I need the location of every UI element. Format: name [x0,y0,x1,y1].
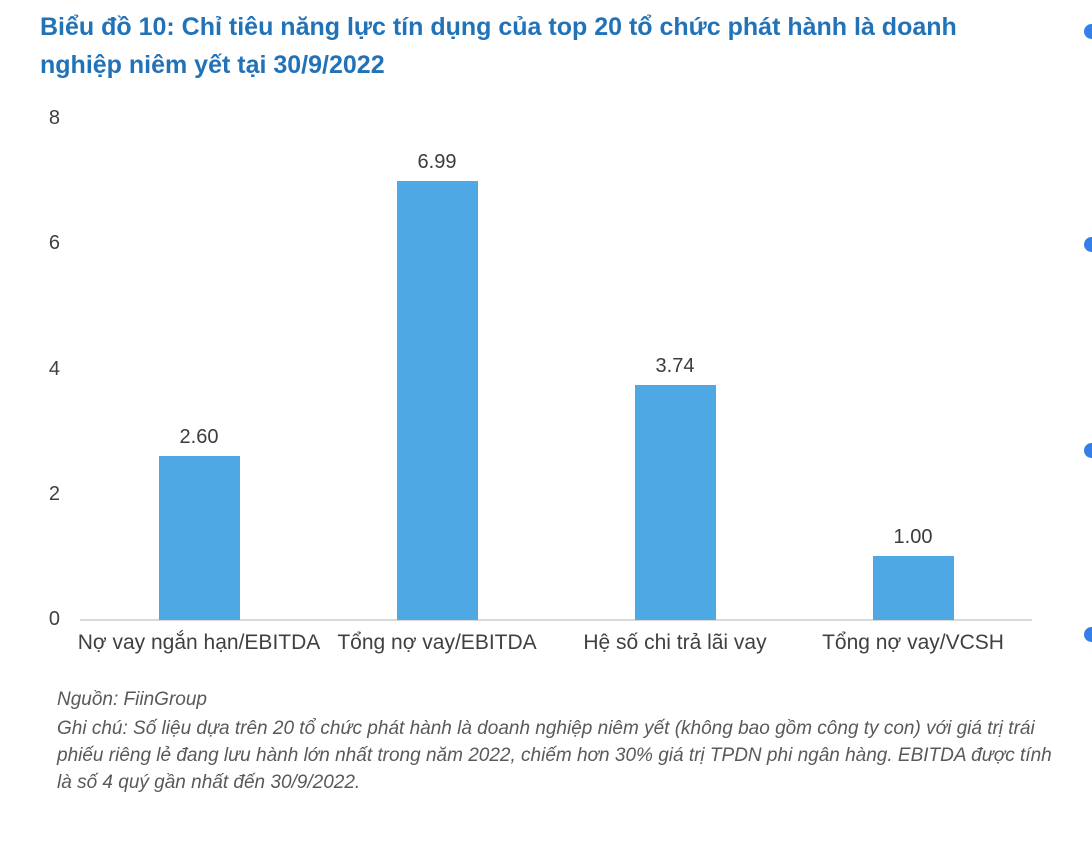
x-axis-label: Tổng nợ vay/VCSH [822,631,1004,654]
y-axis-tick-label: 8 [48,107,60,129]
bullet-dot-icon [1084,236,1092,252]
methodology-note: Ghi chú: Số liệu dựa trên 20 tổ chức phá… [57,718,1052,793]
y-axis-tick-label: 6 [48,232,60,255]
bar-2 [396,181,478,620]
y-axis-tick-label: 0 [48,608,60,630]
source-note: Nguồn: FiinGroup [57,689,207,710]
x-axis-label: Tổng nợ vay/EBITDA [337,631,537,654]
bar-value-label: 1.00 [893,526,933,549]
chart-footer: Nguồn: FiinGroup Ghi chú: Số liệu dựa tr… [57,686,1059,796]
bar-1 [158,456,240,620]
bullet-dot-icon [1084,442,1092,458]
x-axis-label: Hệ số chi trả lãi vay [583,631,767,654]
y-axis-tick-label: 2 [48,482,60,505]
chart-title-line-1: Biểu đồ 10: Chỉ tiêu năng lực tín dụng c… [40,13,957,41]
y-axis-tick-label: 4 [48,357,60,380]
x-axis-line [80,619,1032,621]
bar-4 [872,556,954,620]
chart-title-line-2: nghiệp niêm yết tại 30/9/2022 [40,51,385,79]
bar-value-label: 2.60 [179,426,219,449]
x-axis-label: Nợ vay ngắn hạn/EBITDA [77,631,321,654]
bullet-dot-icon [1084,23,1092,39]
bar-value-label: 6.99 [417,151,457,174]
bullet-dot-icon [1084,626,1092,642]
bar-value-label: 3.74 [655,354,695,377]
chart-title: Biểu đồ 10: Chỉ tiêu năng lực tín dụng c… [40,8,1060,84]
bar-3 [634,384,716,620]
